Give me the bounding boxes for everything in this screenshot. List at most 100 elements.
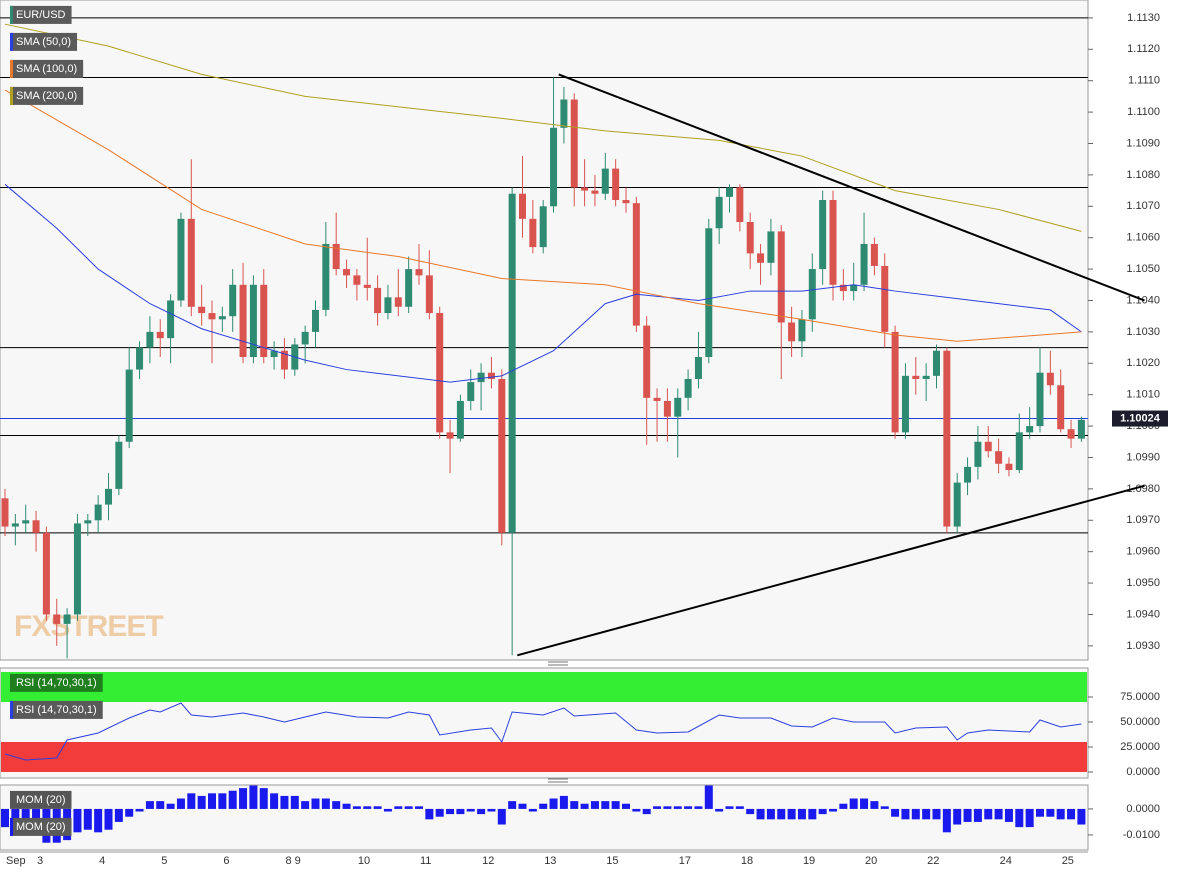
x-tick-label: 25 [1062,855,1074,867]
candle-body [405,269,413,307]
bar [342,803,351,809]
legend-entry: EUR/USD [16,9,66,21]
candle-body [425,275,433,314]
bar [818,808,827,815]
candle-body [632,203,640,326]
legend-swatch [10,59,13,78]
bar [104,808,113,830]
x-tick-label: 6 [223,855,229,867]
bar [922,808,931,820]
legend-swatch [10,32,13,51]
candle-body [643,325,651,398]
x-tick-label: 18 [741,855,753,867]
candle-body [446,432,454,439]
x-tick-label: Sep [6,855,26,867]
watermark: FXSTREET [14,610,163,643]
bar [622,803,630,809]
bar [208,793,216,809]
label-box [10,59,84,78]
candle-body [777,231,785,323]
candle-body [591,190,599,194]
legend-swatch [10,5,13,24]
label-box [10,790,72,809]
candle-body [353,275,361,285]
y-tick-label: 75.0000 [1120,691,1160,703]
bar [166,803,175,809]
bar [911,808,920,820]
x-tick-label: 4 [99,855,105,867]
candle-body [1077,419,1085,439]
bar [684,806,693,809]
candle-body [156,331,164,339]
candle-body [901,375,909,433]
candle-body [84,520,92,524]
candle-body [1057,385,1065,430]
bar [1015,808,1024,828]
bar [394,806,403,809]
candle-body [115,441,123,489]
candle-body [560,99,568,128]
candle-body [581,187,589,191]
resize-handle[interactable] [548,661,568,783]
line [4,89,1082,342]
bar [145,801,154,809]
bar [477,808,486,815]
bar [860,798,869,809]
candle-body [860,243,868,285]
price-tag-label: 1.10024 [1120,412,1161,424]
y-tick-label: 1.1070 [1126,200,1160,212]
candle-body [384,297,392,314]
legend-swatch [10,817,13,836]
candle-body [674,397,682,417]
candle-body [63,614,71,624]
bar [715,808,724,812]
candle-body [394,297,402,307]
x-tick-label: 22 [927,855,939,867]
bar [404,806,413,809]
candle-body [798,319,806,342]
candle-body [53,614,61,624]
candle-body [819,200,827,270]
candle-body [757,253,765,263]
candle-body [146,331,154,348]
bar [973,808,982,822]
bar [1,808,9,828]
candle-body [964,466,972,483]
candle-body [881,265,889,332]
bar [611,801,620,809]
y-tick-label: 1.1130 [1127,12,1160,24]
bar [239,788,248,809]
y-tick-label: 1.0980 [1126,483,1160,495]
candle-body [612,168,620,201]
candle-body [922,375,930,379]
y-tick-label: 1.0940 [1126,608,1160,620]
x-tick-label: 19 [803,855,815,867]
bar [321,798,330,809]
bar [870,801,879,809]
bar [601,801,610,809]
bar [984,808,993,820]
candle-body [322,243,330,310]
bar [1046,808,1055,817]
bar [487,808,496,812]
bar [642,808,651,815]
bar [528,808,537,812]
candle-body [1046,372,1054,386]
bar [932,808,941,820]
bar [73,808,82,833]
candle-body [239,284,247,358]
candle-body [187,218,195,307]
x-tick-label: 11 [420,855,431,867]
bar [249,785,258,809]
candle-body [73,523,81,615]
y-tick-label: 1.0930 [1126,640,1160,652]
x-tick-label: 20 [865,855,877,867]
bar [653,806,662,809]
candle-body [167,300,175,339]
y-tick-label: 1.1060 [1126,232,1160,244]
candle-body [694,357,702,379]
candle-body [519,193,526,219]
line [4,183,1082,383]
candle-body [22,520,30,524]
